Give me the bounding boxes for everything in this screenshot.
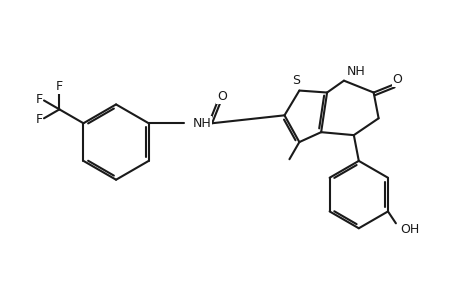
Text: S: S — [292, 74, 300, 87]
Text: NH: NH — [192, 117, 211, 130]
Text: NH: NH — [346, 65, 365, 78]
Text: F: F — [35, 93, 43, 106]
Text: F: F — [56, 80, 63, 93]
Text: O: O — [217, 90, 226, 103]
Text: F: F — [35, 113, 43, 126]
Text: O: O — [392, 73, 402, 86]
Text: OH: OH — [399, 223, 418, 236]
